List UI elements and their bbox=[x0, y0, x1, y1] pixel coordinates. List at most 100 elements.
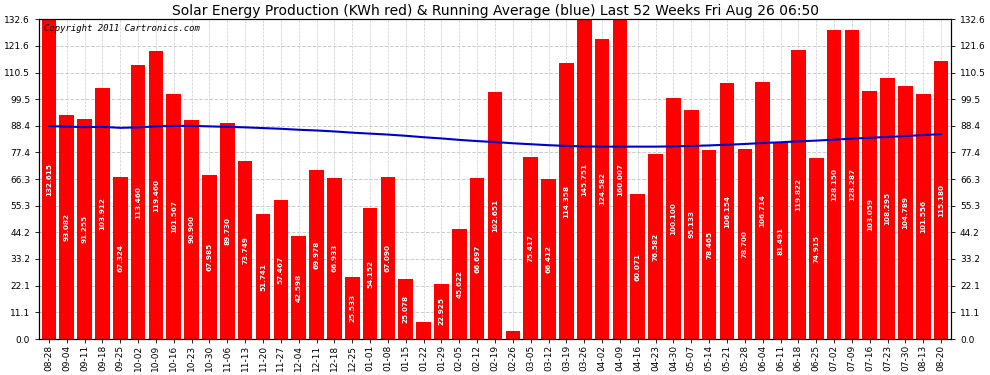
Text: 104.789: 104.789 bbox=[903, 196, 909, 229]
Bar bbox=[595, 39, 610, 339]
Bar bbox=[916, 94, 931, 339]
Bar bbox=[648, 154, 663, 339]
Bar bbox=[435, 284, 448, 339]
Text: 93.082: 93.082 bbox=[63, 213, 69, 241]
Text: Copyright 2011 Cartronics.com: Copyright 2011 Cartronics.com bbox=[44, 24, 200, 33]
Text: 128.287: 128.287 bbox=[848, 168, 855, 201]
Text: 95.133: 95.133 bbox=[688, 210, 694, 238]
Bar bbox=[898, 86, 913, 339]
Text: 78.465: 78.465 bbox=[706, 230, 712, 258]
Bar bbox=[577, 20, 592, 339]
Bar bbox=[452, 229, 466, 339]
Bar bbox=[684, 110, 699, 339]
Text: 51.741: 51.741 bbox=[260, 263, 266, 291]
Bar bbox=[542, 179, 555, 339]
Bar bbox=[417, 322, 431, 339]
Text: 91.255: 91.255 bbox=[81, 215, 87, 243]
Text: 67.090: 67.090 bbox=[385, 244, 391, 272]
Text: 81.491: 81.491 bbox=[777, 227, 783, 255]
Bar bbox=[131, 66, 146, 339]
Text: 102.651: 102.651 bbox=[492, 199, 498, 232]
Text: 73.749: 73.749 bbox=[243, 236, 248, 264]
Bar bbox=[631, 194, 645, 339]
Bar bbox=[202, 175, 217, 339]
Bar bbox=[255, 214, 270, 339]
Bar bbox=[470, 178, 484, 339]
Bar bbox=[327, 178, 342, 339]
Text: 160.007: 160.007 bbox=[617, 163, 623, 196]
Bar bbox=[559, 63, 573, 339]
Text: 67.324: 67.324 bbox=[117, 244, 124, 272]
Text: 103.059: 103.059 bbox=[866, 198, 873, 231]
Text: 101.556: 101.556 bbox=[921, 200, 927, 233]
Text: 66.697: 66.697 bbox=[474, 244, 480, 273]
Bar bbox=[827, 30, 842, 339]
Text: 25.078: 25.078 bbox=[403, 295, 409, 323]
Bar bbox=[59, 115, 74, 339]
Bar bbox=[844, 30, 859, 339]
Bar bbox=[220, 123, 235, 339]
Text: 66.933: 66.933 bbox=[332, 244, 338, 272]
Text: 60.071: 60.071 bbox=[635, 253, 641, 280]
Bar bbox=[238, 161, 252, 339]
Text: 119.822: 119.822 bbox=[795, 178, 801, 211]
Text: 145.751: 145.751 bbox=[581, 163, 587, 196]
Bar bbox=[702, 150, 717, 339]
Text: 54.152: 54.152 bbox=[367, 260, 373, 288]
Bar bbox=[880, 78, 895, 339]
Bar bbox=[148, 51, 163, 339]
Text: 103.912: 103.912 bbox=[99, 197, 105, 230]
Text: 115.180: 115.180 bbox=[939, 184, 944, 217]
Text: 22.925: 22.925 bbox=[439, 297, 445, 326]
Bar bbox=[95, 88, 110, 339]
Text: 42.598: 42.598 bbox=[296, 274, 302, 302]
Text: 132.615: 132.615 bbox=[46, 163, 51, 196]
Text: 113.460: 113.460 bbox=[135, 186, 142, 219]
Bar bbox=[113, 177, 128, 339]
Bar bbox=[77, 119, 92, 339]
Text: 75.417: 75.417 bbox=[528, 234, 534, 262]
Text: 90.900: 90.900 bbox=[189, 216, 195, 243]
Text: 78.700: 78.700 bbox=[742, 230, 747, 258]
Bar bbox=[613, 20, 628, 339]
Bar bbox=[166, 94, 181, 339]
Bar bbox=[42, 20, 56, 339]
Bar bbox=[398, 279, 413, 339]
Bar bbox=[773, 142, 788, 339]
Text: 124.582: 124.582 bbox=[599, 172, 605, 206]
Bar bbox=[934, 62, 948, 339]
Text: 66.412: 66.412 bbox=[545, 245, 551, 273]
Bar bbox=[666, 98, 681, 339]
Text: 106.154: 106.154 bbox=[724, 195, 730, 228]
Text: 89.730: 89.730 bbox=[225, 217, 231, 245]
Text: 119.460: 119.460 bbox=[152, 178, 159, 212]
Bar bbox=[184, 120, 199, 339]
Bar bbox=[380, 177, 395, 339]
Text: 106.714: 106.714 bbox=[759, 194, 765, 227]
Bar bbox=[524, 157, 538, 339]
Bar bbox=[809, 158, 824, 339]
Text: 76.582: 76.582 bbox=[652, 232, 658, 261]
Bar bbox=[345, 278, 359, 339]
Text: 108.295: 108.295 bbox=[885, 192, 891, 225]
Text: 101.567: 101.567 bbox=[171, 200, 177, 233]
Text: 114.358: 114.358 bbox=[563, 184, 569, 218]
Bar bbox=[488, 92, 502, 339]
Bar bbox=[720, 83, 735, 339]
Bar bbox=[506, 332, 520, 339]
Text: 57.467: 57.467 bbox=[278, 256, 284, 284]
Bar bbox=[362, 209, 377, 339]
Title: Solar Energy Production (KWh red) & Running Average (blue) Last 52 Weeks Fri Aug: Solar Energy Production (KWh red) & Runn… bbox=[171, 4, 819, 18]
Bar bbox=[862, 90, 877, 339]
Text: 128.150: 128.150 bbox=[831, 168, 838, 201]
Text: 45.622: 45.622 bbox=[456, 270, 462, 298]
Text: 25.533: 25.533 bbox=[349, 294, 355, 322]
Bar bbox=[291, 236, 306, 339]
Text: 69.978: 69.978 bbox=[314, 240, 320, 269]
Bar bbox=[273, 201, 288, 339]
Text: 100.100: 100.100 bbox=[670, 202, 676, 235]
Bar bbox=[791, 50, 806, 339]
Bar bbox=[309, 170, 324, 339]
Text: 74.915: 74.915 bbox=[813, 235, 819, 263]
Text: 67.985: 67.985 bbox=[207, 243, 213, 271]
